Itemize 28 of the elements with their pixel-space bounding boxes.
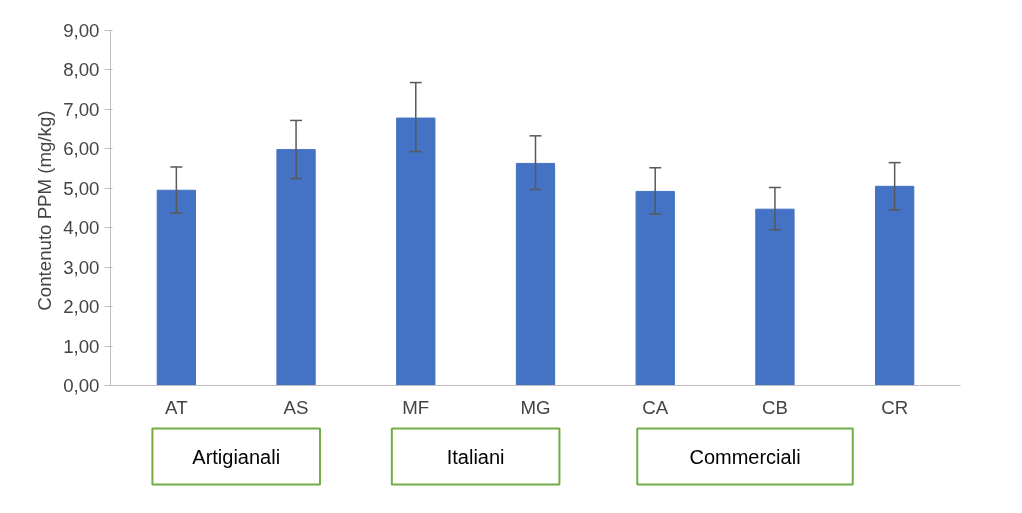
bar — [156, 189, 196, 386]
y-tick-label: 8,00 — [63, 59, 100, 81]
y-tick-label: 4,00 — [63, 217, 100, 239]
x-tick-label: CA — [642, 396, 669, 418]
bar — [276, 149, 316, 386]
text: Artigianali — [192, 445, 281, 468]
x-tick-label: MG — [520, 396, 551, 418]
text: Commerciali — [689, 445, 801, 468]
y-tick-label: 3,00 — [63, 256, 100, 278]
x-tick-label: MF — [402, 396, 430, 418]
bar — [515, 162, 556, 386]
x-tick-label: CR — [881, 396, 909, 418]
bar — [875, 185, 915, 386]
y-tick-label: 7,00 — [63, 98, 100, 120]
y-tick-label: 0,00 — [63, 375, 100, 396]
x-tick-label: AT — [165, 396, 188, 418]
y-tick-label: 6,00 — [63, 138, 100, 160]
y-tick-label: 5,00 — [63, 177, 100, 199]
text: Italiani — [446, 445, 505, 468]
y-axis-title: Contenuto PPM (mg/kg) — [34, 110, 56, 311]
x-tick-label: CB — [761, 396, 788, 418]
y-tick-label: 1,00 — [63, 335, 100, 357]
bar — [396, 117, 436, 386]
y-tick-label: 9,00 — [63, 20, 100, 41]
bar — [755, 208, 795, 386]
y-tick-label: 2,00 — [63, 296, 100, 318]
x-tick-label: AS — [283, 396, 309, 418]
bar — [635, 190, 675, 386]
